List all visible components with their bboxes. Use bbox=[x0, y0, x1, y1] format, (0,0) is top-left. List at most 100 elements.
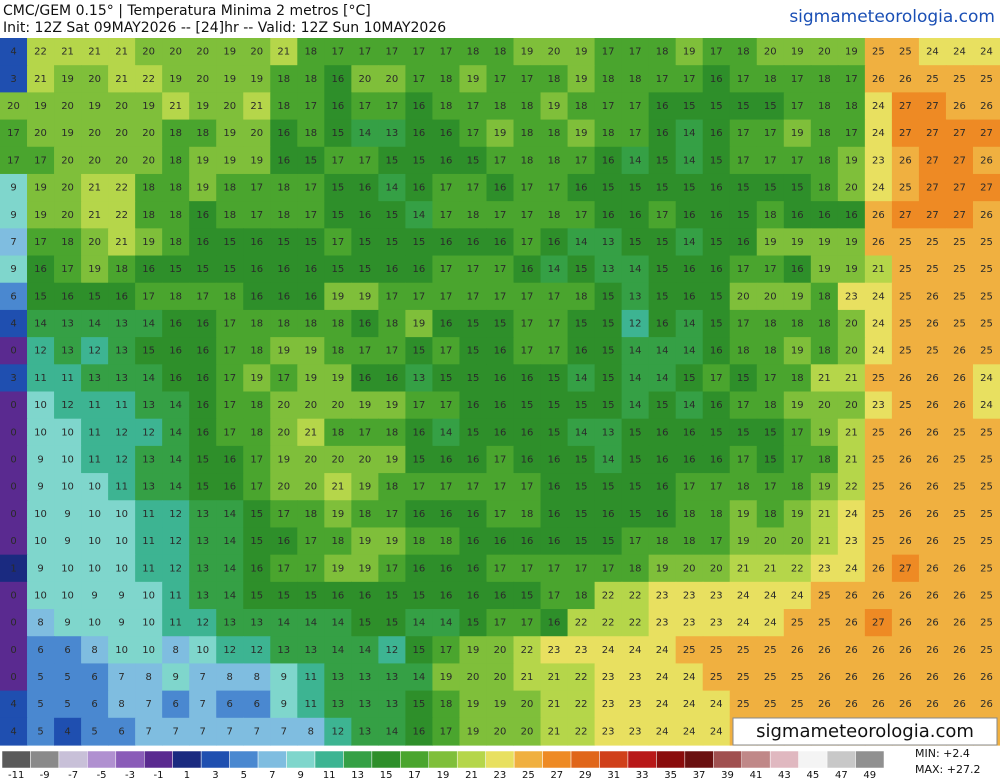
cell-value: 18 bbox=[250, 319, 263, 330]
map-cell bbox=[675, 309, 704, 338]
map-cell bbox=[324, 282, 352, 311]
map-cell bbox=[756, 38, 785, 66]
map-cell bbox=[783, 92, 812, 121]
map-cell bbox=[972, 581, 1000, 610]
map-cell bbox=[27, 717, 55, 746]
cell-value: 16 bbox=[358, 373, 371, 384]
cell-value: 14 bbox=[142, 373, 155, 384]
cell-value: 13 bbox=[142, 400, 155, 411]
cell-value: 16 bbox=[548, 509, 561, 520]
map-cell bbox=[513, 255, 542, 284]
map-cell bbox=[243, 65, 271, 93]
cell-value: 20 bbox=[115, 101, 128, 112]
cell-value: 7 bbox=[10, 237, 16, 248]
map-cell bbox=[513, 201, 542, 229]
map-cell bbox=[891, 173, 920, 202]
map-cell bbox=[54, 554, 82, 583]
map-cell bbox=[864, 119, 893, 148]
cell-value: 18 bbox=[548, 210, 561, 221]
map-cell bbox=[324, 364, 352, 393]
cell-value: 17 bbox=[413, 291, 426, 302]
cell-value: 23 bbox=[710, 618, 723, 629]
map-cell bbox=[297, 418, 325, 447]
cell-value: 19 bbox=[223, 155, 236, 166]
cell-value: 13 bbox=[196, 563, 209, 574]
map-cell bbox=[486, 38, 515, 66]
cell-value: 13 bbox=[358, 726, 371, 737]
map-cell bbox=[918, 581, 947, 610]
cell-value: 16 bbox=[331, 74, 344, 85]
cell-value: 19 bbox=[548, 101, 561, 112]
cell-value: 17 bbox=[440, 482, 453, 493]
cell-value: 0 bbox=[10, 427, 16, 438]
site-name[interactable]: sigmameteorologia.com bbox=[789, 7, 995, 27]
cell-value: 16 bbox=[710, 400, 723, 411]
cell-value: 26 bbox=[899, 74, 912, 85]
cell-value: 18 bbox=[223, 210, 236, 221]
map-cell bbox=[216, 38, 244, 66]
colorbar-swatch bbox=[542, 750, 572, 769]
cell-value: 17 bbox=[304, 183, 317, 194]
max-value: MAX: +27.2 bbox=[915, 763, 980, 776]
map-cell bbox=[810, 554, 839, 583]
map-cell bbox=[135, 38, 163, 66]
map-cell bbox=[648, 690, 677, 719]
cell-value: 7 bbox=[200, 726, 206, 737]
map-cell bbox=[81, 690, 109, 719]
map-cell bbox=[972, 663, 1000, 692]
cell-value: 14 bbox=[683, 346, 696, 357]
map-cell bbox=[837, 228, 866, 257]
map-cell bbox=[54, 527, 82, 556]
map-cell bbox=[945, 201, 974, 229]
map-cell bbox=[891, 391, 920, 420]
cell-value: 11 bbox=[88, 400, 101, 411]
cell-value: 16 bbox=[683, 454, 696, 465]
map-cell bbox=[810, 391, 839, 420]
cell-value: 16 bbox=[142, 264, 155, 275]
map-cell bbox=[216, 173, 244, 202]
cell-value: 23 bbox=[872, 400, 885, 411]
map-cell bbox=[270, 337, 298, 365]
cell-value: 16 bbox=[521, 536, 534, 547]
cell-value: 24 bbox=[683, 699, 696, 710]
cell-value: 15 bbox=[764, 183, 777, 194]
map-cell bbox=[594, 201, 623, 229]
map-cell bbox=[756, 65, 785, 93]
map-cell bbox=[810, 173, 839, 202]
map-cell bbox=[459, 309, 488, 338]
cell-value: 17 bbox=[764, 128, 777, 139]
cell-value: 17 bbox=[494, 563, 507, 574]
cell-value: 15 bbox=[386, 210, 399, 221]
cell-value: 18 bbox=[440, 699, 453, 710]
cell-value: 25 bbox=[791, 699, 804, 710]
cell-value: 19 bbox=[331, 373, 344, 384]
map-cell bbox=[27, 228, 55, 257]
map-cell bbox=[513, 65, 542, 93]
map-cell bbox=[810, 337, 839, 365]
map-cell bbox=[243, 717, 271, 746]
cell-value: 16 bbox=[413, 726, 426, 737]
map-cell bbox=[405, 636, 434, 665]
map-cell bbox=[675, 500, 704, 529]
cell-value: 13 bbox=[386, 672, 399, 683]
cell-value: 16 bbox=[61, 291, 74, 302]
cell-value: 17 bbox=[683, 74, 696, 85]
map-cell bbox=[54, 92, 82, 121]
map-cell bbox=[756, 201, 785, 229]
map-cell bbox=[405, 364, 434, 393]
cell-value: 26 bbox=[899, 373, 912, 384]
map-cell bbox=[972, 445, 1000, 474]
cell-value: 20 bbox=[277, 400, 290, 411]
cell-value: 22 bbox=[791, 563, 804, 574]
map-cell bbox=[702, 418, 731, 447]
map-cell bbox=[351, 173, 379, 202]
cell-value: 23 bbox=[845, 291, 858, 302]
map-cell bbox=[729, 473, 758, 501]
map-cell bbox=[837, 690, 866, 719]
colorbar-swatch bbox=[371, 750, 401, 769]
map-cell bbox=[162, 636, 190, 665]
map-cell bbox=[945, 609, 974, 637]
map-cell bbox=[297, 527, 325, 556]
cell-value: 21 bbox=[88, 47, 101, 58]
map-cell bbox=[540, 690, 569, 719]
